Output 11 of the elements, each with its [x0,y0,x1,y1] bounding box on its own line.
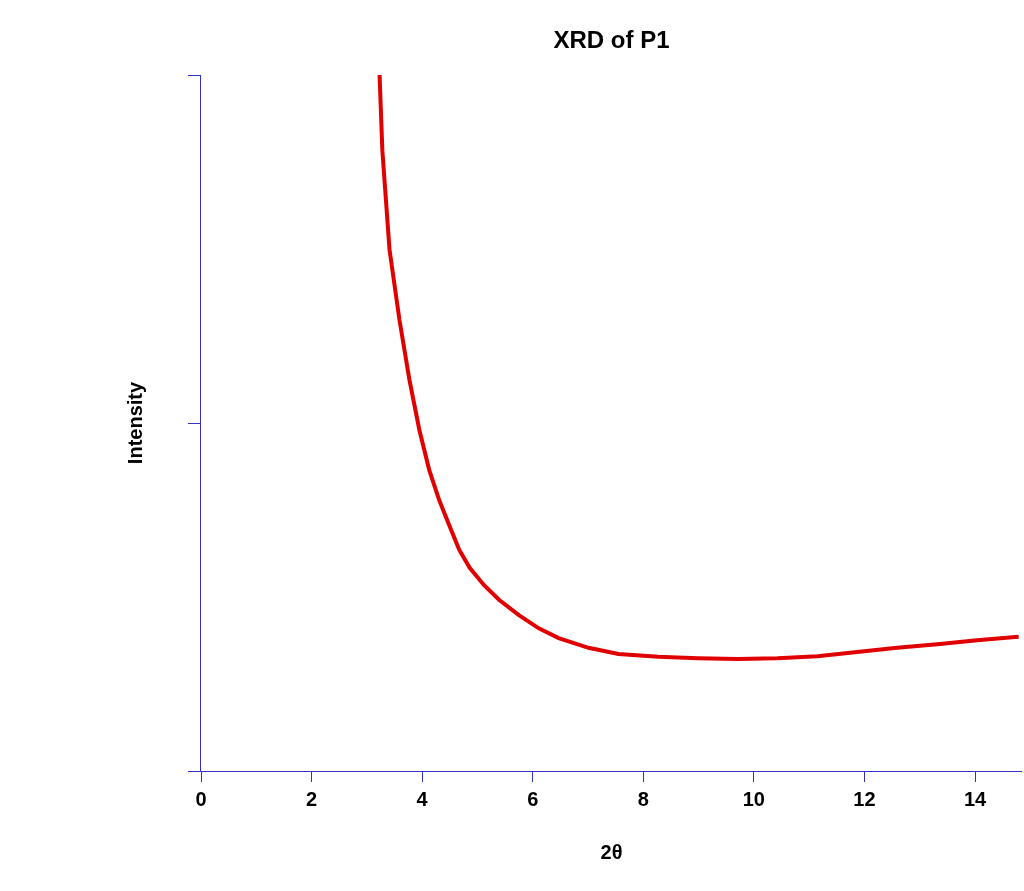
x-tick-label: 8 [637,788,649,810]
x-axis-title: 2θ [600,840,623,863]
x-tick-label: 10 [742,788,765,810]
x-tick-label: 6 [527,788,539,810]
y-axis-title: Intensity [123,381,146,465]
x-tick-label: 4 [416,788,429,810]
chart-title: XRD of P1 [553,25,670,53]
x-tick-label: 2 [306,788,318,810]
x-tick-label: 14 [963,788,988,810]
x-tick-label: 0 [195,788,207,810]
x-tick-label: 12 [853,788,876,810]
